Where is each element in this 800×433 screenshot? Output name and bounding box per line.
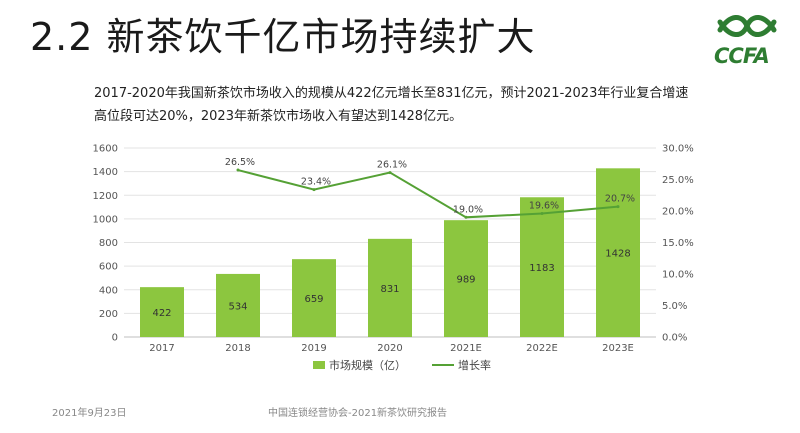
y-left-tick-label: 1200 — [93, 191, 118, 202]
bar — [596, 168, 640, 337]
legend-item-line: 增长率 — [432, 357, 491, 373]
growth-point — [312, 188, 316, 192]
bar-value-label: 989 — [456, 275, 475, 286]
footer-date: 2021年9月23日 — [52, 408, 127, 419]
x-tick-label: 2021E — [450, 343, 482, 354]
growth-point — [464, 215, 468, 219]
y-right-tick-label: 25.0% — [662, 175, 694, 186]
bar — [444, 220, 488, 337]
growth-point — [616, 205, 620, 209]
y-left-tick-label: 1000 — [93, 214, 118, 225]
bar — [292, 259, 336, 337]
growth-line — [237, 169, 619, 219]
growth-point — [388, 171, 392, 175]
bar — [216, 273, 260, 337]
y-right-tick-label: 0.0% — [662, 333, 687, 344]
growth-value-label: 26.1% — [377, 160, 407, 171]
y-right-tick-label: 5.0% — [662, 301, 687, 312]
chart-legend: 市场规模（亿） 增长率 — [313, 357, 517, 373]
growth-value-label: 19.6% — [529, 201, 559, 212]
description-line-2: 高位段可达20%，2023年新茶饮市场收入有望达到1428亿元。 — [94, 109, 463, 124]
growth-value-label: 19.0% — [453, 204, 483, 215]
y-right-tick-label: 30.0% — [662, 144, 694, 155]
logo-text: CCFA — [714, 44, 770, 68]
bar-value-label: 1183 — [529, 263, 554, 274]
footer-source: 中国连锁经营协会-2021新茶饮研究报告 — [268, 408, 448, 419]
ccfa-logo-emblem-icon — [717, 15, 777, 37]
x-tick-label: 2020 — [377, 343, 402, 354]
description-line-1: 2017-2020年我国新茶饮市场收入的规模从422亿元增长至831亿元，预计2… — [94, 86, 689, 101]
bar-value-label: 422 — [152, 308, 171, 319]
bar — [140, 287, 184, 337]
x-tick-label: 2019 — [301, 343, 326, 354]
x-tick-label: 2022E — [526, 343, 558, 354]
bar-value-label: 659 — [304, 294, 323, 305]
y-left-tick-label: 0 — [112, 333, 118, 344]
y-left-tick-label: 200 — [99, 309, 118, 320]
x-tick-label: 2023E — [602, 343, 634, 354]
y-left-tick-label: 800 — [99, 238, 118, 249]
y-left-tick-label: 600 — [99, 262, 118, 273]
growth-value-label: 23.4% — [301, 177, 331, 188]
y-right-tick-label: 20.0% — [662, 207, 694, 218]
bar-value-label: 831 — [380, 284, 399, 295]
growth-point — [236, 168, 240, 172]
y-right-tick-label: 10.0% — [662, 270, 694, 281]
growth-value-label: 20.7% — [605, 194, 635, 205]
x-tick-label: 2017 — [149, 343, 174, 354]
legend-bar-label: 市场规模（亿） — [329, 359, 406, 372]
bar-value-label: 1428 — [605, 249, 630, 260]
y-right-tick-label: 15.0% — [662, 238, 694, 249]
x-tick-label: 2018 — [225, 343, 250, 354]
slide-title: 2.2 新茶饮千亿市场持续扩大 — [30, 15, 536, 59]
description: 2017-2020年我国新茶饮市场收入的规模从422亿元增长至831亿元，预计2… — [94, 82, 734, 128]
legend-line-label: 增长率 — [458, 359, 491, 372]
y-left-tick-label: 400 — [99, 285, 118, 296]
growth-point — [540, 212, 544, 216]
ccfa-logo: CCFA — [712, 8, 782, 70]
bar-value-label: 534 — [228, 301, 247, 312]
legend-item-bar: 市场规模（亿） — [313, 357, 406, 373]
y-left-tick-label: 1400 — [93, 167, 118, 178]
bar — [368, 238, 412, 337]
y-left-tick-label: 1600 — [93, 144, 118, 155]
legend-line-swatch-icon — [432, 364, 454, 366]
bar — [520, 197, 564, 337]
legend-bar-swatch-icon — [313, 361, 325, 369]
growth-value-label: 26.5% — [225, 157, 255, 168]
